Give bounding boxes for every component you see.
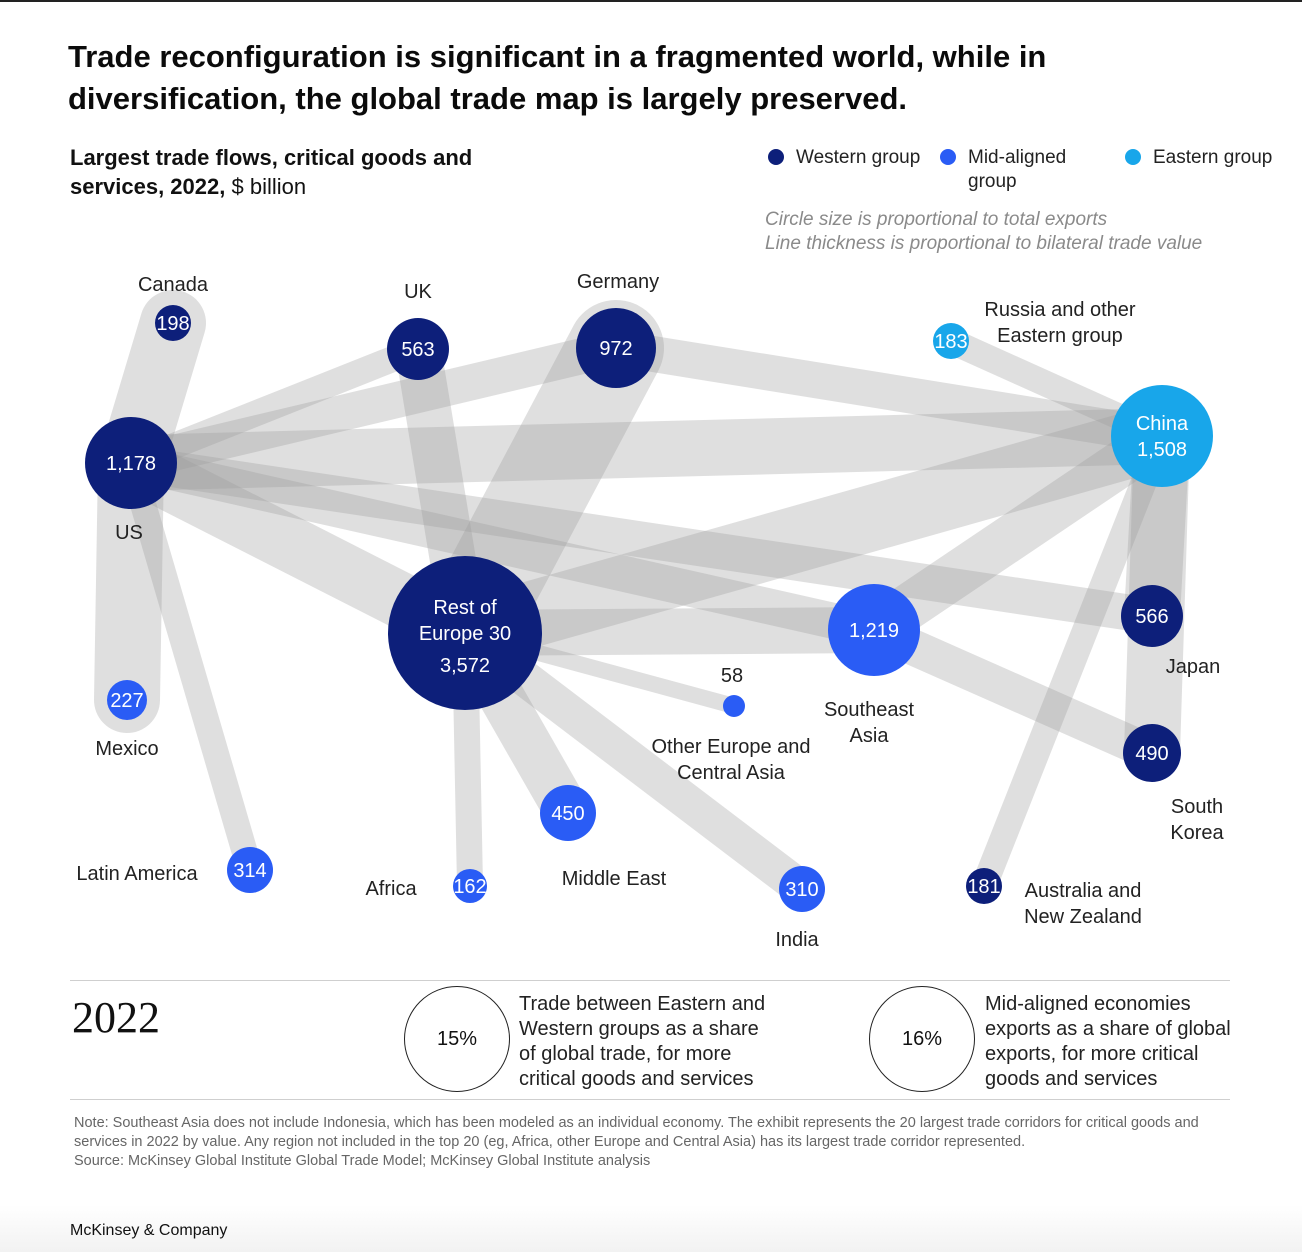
note-text: Note: Southeast Asia does not include In… bbox=[74, 1115, 1199, 1150]
node-china bbox=[1111, 385, 1213, 487]
legend-swatch-western bbox=[768, 149, 784, 165]
legend-note-circle-size: Circle size is proportional to total exp… bbox=[765, 209, 1108, 230]
node-value-korea: 490 bbox=[1135, 743, 1168, 765]
legend-label-mid-aligned: Mid-aligned group bbox=[968, 147, 1067, 192]
footer-band bbox=[0, 1205, 1302, 1252]
node-roe bbox=[388, 556, 542, 710]
node-label-mexico: Mexico bbox=[95, 738, 158, 760]
node-value-india: 310 bbox=[785, 879, 818, 901]
node-label-canada: Canada bbox=[138, 274, 209, 296]
headline: Trade reconfiguration is significant in … bbox=[68, 39, 1047, 116]
trade-link-roe-china bbox=[432, 403, 1195, 666]
node-mexico bbox=[107, 680, 147, 720]
node-latam bbox=[227, 847, 273, 893]
node-label-anz-line2: New Zealand bbox=[1024, 906, 1142, 928]
node-india bbox=[779, 866, 825, 912]
node-label-japan: Japan bbox=[1166, 656, 1221, 678]
node-value-japan: 566 bbox=[1135, 606, 1168, 628]
legend-notes: Circle size is proportional to total exp… bbox=[765, 208, 1265, 256]
trade-link-china-sea bbox=[851, 413, 1185, 653]
node-value-russia: 183 bbox=[934, 331, 967, 353]
chart-title: Largest trade flows, critical goods and … bbox=[70, 143, 490, 201]
summary-top-rule bbox=[70, 980, 1230, 981]
stat-text-east-west-trade: Trade between Eastern and Western groups… bbox=[519, 993, 766, 1090]
node-value-africa: 162 bbox=[453, 876, 486, 898]
node-germany bbox=[576, 308, 656, 388]
node-value-mideast: 450 bbox=[551, 803, 584, 825]
legend-label-eastern: Eastern group bbox=[1153, 147, 1273, 168]
trade-link-us-china bbox=[103, 408, 1190, 491]
node-russia bbox=[933, 323, 969, 359]
node-value-uk: 563 bbox=[401, 339, 434, 361]
chart-title-main: Largest trade flows, critical goods and … bbox=[70, 145, 473, 199]
source-text: Source: McKinsey Global Institute Global… bbox=[74, 1153, 651, 1169]
node-value-anz: 181 bbox=[967, 876, 1000, 898]
stat-value-east-west-trade: 15% bbox=[436, 1027, 478, 1050]
node-japan bbox=[1121, 585, 1183, 647]
top-rule bbox=[0, 0, 1302, 2]
trade-link-china-anz bbox=[971, 423, 1175, 899]
node-label-africa: Africa bbox=[365, 878, 417, 900]
node-africa bbox=[453, 869, 487, 903]
trade-link-sea-korea bbox=[856, 612, 1170, 771]
node-value-germany: 972 bbox=[599, 338, 632, 360]
node-value-latam: 314 bbox=[233, 860, 266, 882]
trade-link-us-japan bbox=[113, 445, 1170, 634]
summary-year: 2022 bbox=[72, 993, 160, 1042]
node-label-oeca-line2: Central Asia bbox=[677, 762, 786, 784]
node-uk bbox=[387, 318, 449, 380]
node-label-sea: Southeast bbox=[824, 699, 915, 721]
legend-swatch-mid-aligned bbox=[940, 149, 956, 165]
node-value-mexico: 227 bbox=[110, 690, 143, 712]
node-label-india: India bbox=[775, 929, 819, 951]
node-label-us: US bbox=[115, 522, 143, 544]
trade-link-us-latam bbox=[118, 450, 263, 883]
trade-network-diagram: 198 Canada 563 UK 972 Germany 183 Russia and ot… bbox=[76, 271, 1224, 951]
stat-circle-mid-aligned-exports: 16% bbox=[869, 986, 975, 1092]
trade-link-us-sea bbox=[113, 445, 892, 648]
node-mideast bbox=[540, 785, 596, 841]
node-label-mideast: Middle East bbox=[562, 868, 667, 890]
stat-text-mid-aligned-exports: Mid-aligned economies exports as a share… bbox=[985, 993, 1231, 1090]
node-value-oeca: 58 bbox=[721, 665, 743, 687]
node-korea bbox=[1123, 724, 1181, 782]
node-value-canada: 198 bbox=[156, 313, 189, 335]
node-sea bbox=[828, 584, 920, 676]
node-label-russia: Russia and other bbox=[984, 299, 1136, 321]
node-anz bbox=[966, 868, 1002, 904]
node-value-sea: 1,219 bbox=[849, 620, 899, 642]
node-label-korea-line2: Korea bbox=[1170, 822, 1224, 844]
node-label-korea: South bbox=[1171, 796, 1223, 818]
stat-circle-east-west-trade: 15% bbox=[404, 986, 510, 1092]
node-value-china: 1,508 bbox=[1137, 439, 1187, 461]
node-name-roe-line2: Europe 30 bbox=[419, 623, 511, 645]
node-label-oeca: Other Europe and bbox=[652, 736, 811, 758]
footnotes: Note: Southeast Asia does not include In… bbox=[74, 1114, 1224, 1171]
summary-bottom-rule bbox=[70, 1099, 1230, 1100]
brand-logo-text: McKinsey & Company bbox=[70, 1222, 228, 1239]
node-value-us: 1,178 bbox=[106, 453, 156, 475]
node-label-anz: Australia and bbox=[1025, 880, 1142, 902]
legend-note-line-thickness: Line thickness is proportional to bilate… bbox=[765, 233, 1203, 254]
node-label-latam: Latin America bbox=[76, 863, 198, 885]
trade-link-us-germany bbox=[113, 330, 634, 481]
node-oeca bbox=[723, 695, 745, 717]
node-name-china: China bbox=[1136, 413, 1189, 435]
legend-label-western: Western group bbox=[796, 147, 921, 168]
node-name-roe: Rest of bbox=[433, 597, 497, 619]
node-label-uk: UK bbox=[404, 281, 432, 303]
node-canada bbox=[155, 305, 191, 341]
node-label-germany: Germany bbox=[577, 271, 659, 293]
node-value-roe: 3,572 bbox=[440, 655, 490, 677]
trade-link-us-uk bbox=[118, 336, 431, 476]
node-us bbox=[85, 417, 177, 509]
stat-value-mid-aligned-exports: 16% bbox=[901, 1027, 943, 1050]
legend-swatch-eastern bbox=[1125, 149, 1141, 165]
trade-link-germany-china bbox=[598, 330, 1180, 454]
node-label-russia-line2: Eastern group bbox=[997, 325, 1123, 347]
node-label-sea-line2: Asia bbox=[850, 725, 890, 747]
chart-title-unit: $ billion bbox=[231, 174, 307, 199]
